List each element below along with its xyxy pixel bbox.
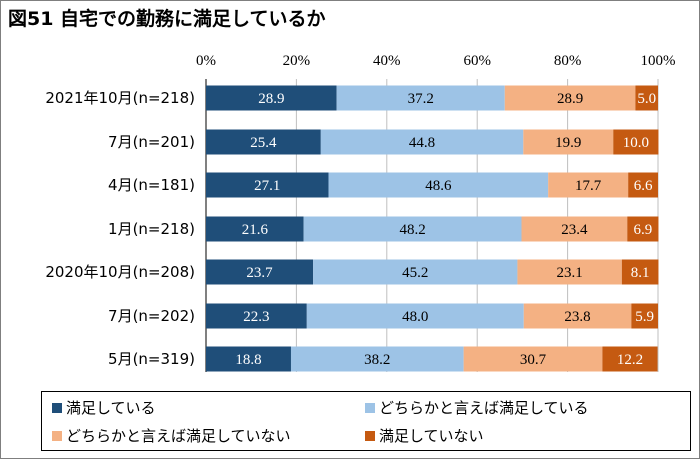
data-label: 17.7 — [575, 178, 602, 194]
bar-segment — [206, 85, 337, 111]
legend-label: 満足していない — [379, 427, 484, 445]
legend-label: どちらかと言えば満足している — [379, 399, 589, 417]
bar-segment — [328, 172, 549, 198]
legend-item: どちらかと言えば満足している — [365, 397, 589, 418]
data-label: 27.1 — [254, 178, 280, 194]
data-label: 48.6 — [425, 178, 452, 194]
bar-segment — [306, 303, 524, 329]
bar-segment — [548, 172, 629, 198]
bar-segment — [206, 259, 314, 285]
data-label: 23.8 — [564, 309, 590, 325]
data-label: 38.2 — [364, 352, 390, 368]
data-label: 23.7 — [246, 265, 273, 281]
data-label: 8.1 — [631, 265, 650, 281]
data-label: 30.7 — [520, 352, 547, 368]
bar-segment — [523, 303, 632, 329]
x-tick-label: 60% — [463, 53, 491, 69]
bar-segment — [504, 85, 636, 111]
x-tick-label: 20% — [283, 53, 311, 69]
bar-segment — [627, 216, 659, 242]
bar-segment — [336, 85, 505, 111]
x-tick-label: 40% — [373, 53, 401, 69]
category-label: 5月(n=319) — [108, 350, 195, 368]
bar-segment — [206, 303, 307, 329]
legend-swatch — [52, 402, 62, 413]
data-label: 19.9 — [555, 135, 581, 151]
legend-label: どちらかと言えば満足していない — [66, 427, 291, 445]
data-label: 18.8 — [235, 352, 261, 368]
legend-swatch — [52, 430, 62, 441]
bar-segment — [613, 129, 659, 155]
legend-item: どちらかと言えば満足していない — [52, 425, 291, 446]
legend-item: 満足していない — [365, 425, 484, 446]
legend-swatch — [365, 430, 375, 441]
category-label: 4月(n=181) — [108, 176, 195, 194]
category-label: 2021年10月(n=218) — [45, 89, 195, 107]
bar-segment — [517, 259, 622, 285]
data-label: 37.2 — [408, 91, 434, 107]
data-label: 10.0 — [623, 135, 649, 151]
bar-segment — [313, 259, 518, 285]
data-label: 6.9 — [633, 222, 652, 238]
bar-segment — [602, 346, 658, 372]
data-label: 44.8 — [409, 135, 435, 151]
bar-segment — [206, 172, 329, 198]
bar-segment — [631, 303, 658, 329]
bar-segment — [463, 346, 603, 372]
legend-label: 満足している — [66, 399, 156, 417]
bar-segment — [206, 346, 291, 372]
x-tick-label: 80% — [554, 53, 582, 69]
data-label: 21.6 — [242, 222, 269, 238]
x-tick-label: 100% — [641, 53, 676, 69]
data-label: 5.0 — [637, 91, 656, 107]
chart-title: 図51 自宅での勤務に満足しているか — [8, 8, 326, 30]
data-label: 23.1 — [557, 265, 583, 281]
data-label: 48.2 — [399, 222, 425, 238]
data-label: 25.4 — [250, 135, 277, 151]
legend-swatch — [365, 402, 375, 413]
category-label: 7月(n=202) — [108, 307, 195, 325]
bar-segment — [206, 129, 321, 155]
category-label: 7月(n=201) — [108, 133, 195, 151]
data-label: 48.0 — [402, 309, 428, 325]
category-label: 1月(n=218) — [108, 220, 195, 238]
category-label: 2020年10月(n=208) — [45, 263, 195, 281]
bar-segment — [628, 172, 658, 198]
data-label: 28.9 — [557, 91, 583, 107]
data-label: 12.2 — [617, 352, 643, 368]
bar-segment — [523, 129, 614, 155]
data-label: 28.9 — [258, 91, 284, 107]
data-label: 22.3 — [243, 309, 269, 325]
bar-segment — [320, 129, 524, 155]
data-label: 45.2 — [402, 265, 428, 281]
bar-segment — [635, 85, 658, 111]
legend-item: 満足している — [52, 397, 156, 418]
data-label: 23.4 — [561, 222, 588, 238]
x-tick-label: 0% — [196, 53, 216, 69]
chart-plot: 0% 20% 40% 60% 80% 100% 2021年10月(n=218) 7月(n=20… — [45, 53, 676, 372]
data-label: 5.9 — [635, 309, 654, 325]
bar-segment — [290, 346, 464, 372]
bar-segment — [206, 216, 304, 242]
bar-segment — [621, 259, 659, 285]
data-label: 6.6 — [634, 178, 653, 194]
bar-segment — [303, 216, 522, 242]
bar-segment — [521, 216, 628, 242]
legend: 満足している どちらかと言えば満足しているどちらかと言えば満足していない 満足してい… — [41, 391, 691, 451]
